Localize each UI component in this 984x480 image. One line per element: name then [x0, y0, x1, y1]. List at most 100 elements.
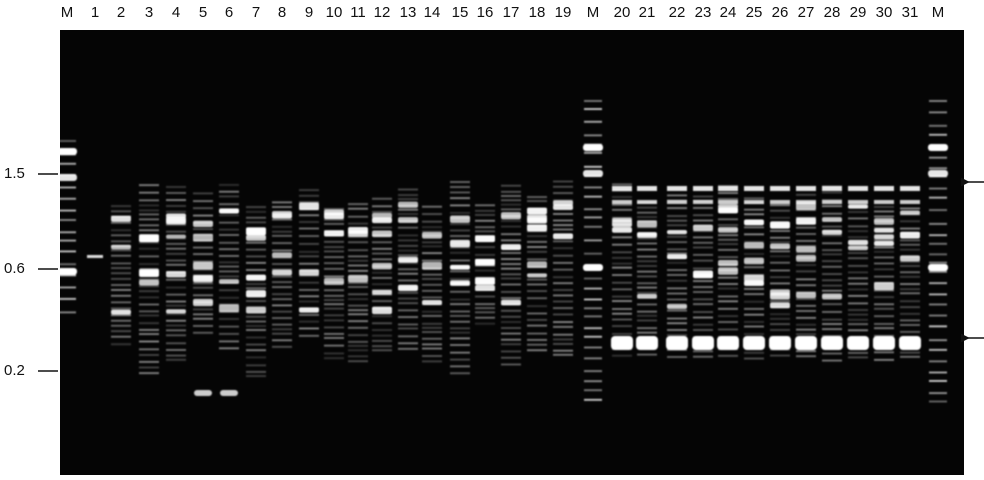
band [900, 330, 920, 333]
band [553, 313, 573, 316]
band [822, 253, 842, 256]
band [450, 327, 470, 330]
lane-label: 6 [225, 4, 233, 21]
band [475, 277, 495, 285]
band [501, 338, 521, 341]
band [422, 283, 442, 286]
band [219, 190, 239, 193]
band [847, 336, 869, 350]
band [744, 313, 764, 316]
band [272, 293, 292, 296]
band [219, 289, 239, 292]
band [139, 229, 159, 232]
band [193, 233, 213, 242]
band [111, 324, 131, 327]
band [372, 306, 392, 315]
band [272, 286, 292, 289]
band [584, 287, 602, 290]
band [372, 322, 392, 325]
lane-label: 18 [529, 4, 546, 21]
band [111, 240, 131, 243]
band [246, 283, 266, 286]
band [553, 228, 573, 231]
band [822, 200, 842, 204]
band [553, 180, 573, 183]
band [667, 292, 687, 295]
band [246, 329, 266, 332]
band [612, 281, 632, 284]
band [166, 342, 186, 345]
band [324, 344, 344, 347]
band [166, 358, 186, 361]
band [475, 316, 495, 319]
band [193, 313, 213, 316]
band [637, 270, 657, 273]
band [744, 307, 764, 310]
lane-label: 19 [555, 4, 572, 21]
band [111, 210, 131, 213]
band [139, 366, 159, 369]
band [583, 144, 603, 151]
band [637, 353, 657, 356]
band [272, 230, 292, 233]
band [874, 226, 894, 229]
band [398, 335, 418, 338]
band [796, 333, 816, 336]
band [58, 186, 76, 189]
band [58, 311, 76, 314]
band [219, 317, 239, 320]
band [584, 100, 602, 102]
band [667, 215, 687, 218]
band [693, 350, 713, 353]
band [475, 307, 495, 310]
band [111, 277, 131, 280]
band [246, 370, 266, 373]
size-label: 1.5 [4, 165, 25, 182]
band [246, 241, 266, 244]
band [422, 296, 442, 299]
band [612, 236, 632, 239]
band [246, 315, 266, 318]
band [612, 217, 632, 222]
band [372, 205, 392, 208]
band [246, 364, 266, 367]
band [246, 336, 266, 339]
band [796, 264, 816, 267]
band [111, 254, 131, 257]
band [299, 281, 319, 284]
band [219, 347, 239, 350]
band [475, 209, 495, 212]
band [219, 203, 239, 206]
band [299, 194, 319, 197]
band [272, 281, 292, 284]
band [324, 319, 344, 322]
band [744, 333, 764, 336]
band [348, 309, 368, 312]
band [929, 348, 947, 351]
band [637, 220, 657, 228]
band [166, 247, 186, 250]
band [929, 253, 947, 256]
band [584, 252, 602, 255]
band [475, 303, 495, 306]
band [770, 229, 790, 232]
band [139, 285, 159, 288]
band [139, 372, 159, 375]
band [718, 321, 738, 324]
band [372, 345, 392, 348]
band [193, 253, 213, 256]
band [139, 184, 159, 187]
band [166, 213, 186, 219]
band [475, 219, 495, 222]
band [501, 273, 521, 276]
band [637, 237, 657, 240]
band [527, 250, 547, 253]
band [584, 134, 602, 137]
band [299, 255, 319, 258]
band [770, 255, 790, 258]
band [900, 319, 920, 322]
band [501, 208, 521, 211]
band [796, 251, 816, 254]
band [744, 219, 764, 226]
band [822, 279, 842, 282]
